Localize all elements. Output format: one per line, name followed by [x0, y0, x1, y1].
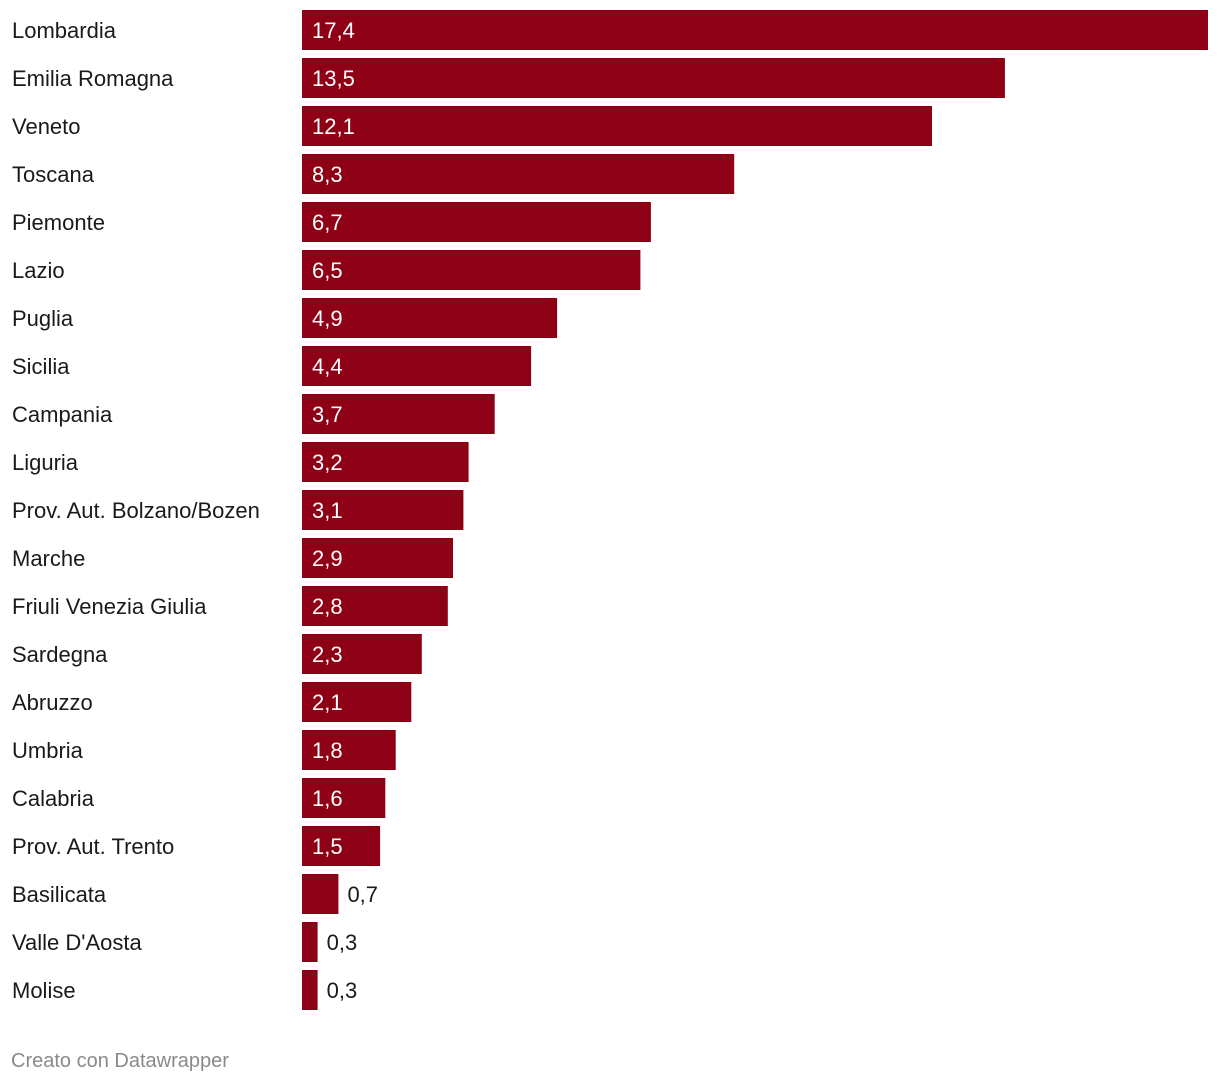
bar [302, 970, 318, 1010]
bar [302, 106, 932, 146]
value-label: 0,7 [347, 882, 378, 907]
category-label: Basilicata [12, 882, 107, 907]
value-label: 8,3 [312, 162, 343, 187]
bar-row: Lombardia 17,4 [12, 10, 1208, 50]
bar-row: Emilia Romagna 13,5 [12, 58, 1005, 98]
bar [302, 922, 318, 962]
bar-row: Molise 0,3 [12, 970, 357, 1010]
category-label: Emilia Romagna [12, 66, 174, 91]
category-label: Prov. Aut. Trento [12, 834, 174, 859]
bar [302, 634, 422, 674]
bar [302, 346, 532, 386]
bar-row: Abruzzo 2,1 [12, 682, 412, 722]
value-label: 2,8 [312, 594, 343, 619]
value-label: 0,3 [327, 978, 358, 1003]
value-label: 0,3 [327, 930, 358, 955]
footer-credit: Creato con Datawrapper [11, 1050, 229, 1072]
bar-row: Toscana 8,3 [12, 154, 735, 194]
bar [302, 10, 1208, 50]
bar [302, 490, 464, 530]
category-label: Prov. Aut. Bolzano/Bozen [12, 498, 260, 523]
value-label: 2,3 [312, 642, 343, 667]
bar-row: Piemonte 6,7 [12, 202, 651, 242]
bar [302, 778, 386, 818]
bar-chart: Lombardia 17,4 Emilia Romagna 13,5 Veneto 12,… [12, 10, 1208, 1010]
bar-row: Sardegna 2,3 [12, 634, 422, 674]
bar [302, 58, 1005, 98]
bar [302, 250, 641, 290]
bar-row: Prov. Aut. Trento 1,5 [12, 826, 381, 866]
value-label: 12,1 [312, 114, 355, 139]
bar-row: Calabria 1,6 [12, 778, 386, 818]
bar-row: Valle D'Aosta 0,3 [12, 922, 357, 962]
value-label: 3,2 [312, 450, 343, 475]
value-label: 1,6 [312, 786, 343, 811]
bar-row: Sicilia 4,4 [12, 346, 532, 386]
bar-row: Marche 2,9 [12, 538, 453, 578]
value-label: 1,5 [312, 834, 343, 859]
value-label: 4,4 [312, 354, 343, 379]
bar-row: Umbria 1,8 [12, 730, 396, 770]
bar [302, 202, 651, 242]
bar [302, 826, 381, 866]
value-label: 4,9 [312, 306, 343, 331]
bar [302, 298, 558, 338]
bar [302, 682, 412, 722]
category-label: Piemonte [12, 210, 105, 235]
value-label: 13,5 [312, 66, 355, 91]
bar-row: Basilicata 0,7 [12, 874, 378, 914]
category-label: Friuli Venezia Giulia [12, 594, 207, 619]
bar [302, 154, 735, 194]
category-label: Campania [12, 402, 113, 427]
value-label: 6,7 [312, 210, 343, 235]
bar [302, 442, 469, 482]
category-label: Lazio [12, 258, 65, 283]
category-label: Calabria [12, 786, 95, 811]
category-label: Puglia [12, 306, 74, 331]
bar [302, 394, 495, 434]
bar [302, 586, 448, 626]
category-label: Marche [12, 546, 85, 571]
value-label: 6,5 [312, 258, 343, 283]
bar [302, 538, 453, 578]
category-label: Liguria [12, 450, 79, 475]
bar-row: Veneto 12,1 [12, 106, 932, 146]
category-label: Sardegna [12, 642, 108, 667]
value-label: 1,8 [312, 738, 343, 763]
category-label: Umbria [12, 738, 84, 763]
bar [302, 730, 396, 770]
bar-row: Liguria 3,2 [12, 442, 469, 482]
value-label: 3,1 [312, 498, 343, 523]
bar-row: Campania 3,7 [12, 394, 495, 434]
value-label: 3,7 [312, 402, 343, 427]
category-label: Lombardia [12, 18, 117, 43]
value-label: 17,4 [312, 18, 355, 43]
category-label: Toscana [12, 162, 95, 187]
bar-row: Lazio 6,5 [12, 250, 641, 290]
value-label: 2,9 [312, 546, 343, 571]
value-label: 2,1 [312, 690, 343, 715]
category-label: Molise [12, 978, 76, 1003]
bar-row: Friuli Venezia Giulia 2,8 [12, 586, 448, 626]
category-label: Abruzzo [12, 690, 93, 715]
bar-row: Prov. Aut. Bolzano/Bozen 3,1 [12, 490, 464, 530]
bar [302, 874, 339, 914]
category-label: Sicilia [12, 354, 70, 379]
category-label: Valle D'Aosta [12, 930, 143, 955]
bar-row: Puglia 4,9 [12, 298, 558, 338]
category-label: Veneto [12, 114, 81, 139]
